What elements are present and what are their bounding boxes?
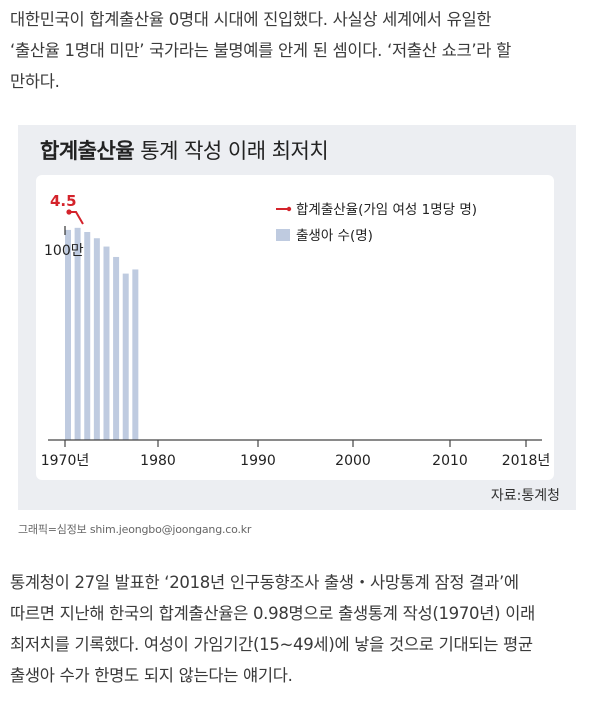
legend-label: 출생아 수(명) <box>296 228 373 244</box>
chart-title-bold: 합계출산율 <box>40 139 135 163</box>
fertility-point <box>66 209 72 215</box>
chart-svg: 4.5 1970년 1980 1990 2000 2010 2018년 합계출산율(가임 … <box>41 192 551 469</box>
fertility-line <box>69 211 84 225</box>
x-tick-label: 1980 <box>140 453 176 469</box>
body-line: 따르면 지난해 한국의 합계출산율은 0.98명으로 출생통계 작성(1970년… <box>10 604 535 623</box>
x-tick-label: 2010 <box>432 453 468 469</box>
body-line: 통계청이 27일 발표한 ‘2018년 인구동향조사 출생・사망통계 잠정 결과… <box>10 573 519 592</box>
x-tick-label: 2018년 <box>502 453 551 469</box>
x-tick-label: 1990 <box>240 453 276 469</box>
legend-bar-swatch <box>276 229 290 241</box>
chart-plot-area: 4.5 1970년 1980 1990 2000 2010 2018년 합계출산율(가임 … <box>36 175 554 480</box>
births-bar <box>84 232 91 440</box>
births-bar <box>93 238 100 440</box>
births-bar <box>132 269 139 440</box>
chart-source: 자료:통계청 <box>490 488 560 504</box>
reference-label: 100만 <box>44 243 84 259</box>
body-line: 출생아 수가 한명도 되지 않는다는 얘기다. <box>10 666 293 685</box>
legend-label: 합계출산율(가임 여성 1명당 명) <box>296 202 477 218</box>
intro-line: 만하다. <box>10 72 60 91</box>
x-tick-label: 1970년 <box>41 453 90 469</box>
chart-title: 합계출산율 통계 작성 이래 최저치 <box>40 135 329 165</box>
body-paragraph: 통계청이 27일 발표한 ‘2018년 인구동향조사 출생・사망통계 잠정 결과… <box>10 567 588 691</box>
body-line: 최저치를 기록했다. 여성이 가임기간(15~49세)에 낳을 것으로 기대되는… <box>10 635 533 654</box>
intro-line: 대한민국이 합계출산율 0명대 시대에 진입했다. 사실상 세계에서 유일한 <box>10 10 492 29</box>
chart-title-rest: 통계 작성 이래 최저치 <box>134 139 329 163</box>
chart-figure: 합계출산율 통계 작성 이래 최저치 4.5 1970년 1980 1990 2000… <box>18 125 576 510</box>
fertility-annotation: 4.5 <box>50 192 77 210</box>
intro-line: ‘출산율 1명대 미만’ 국가라는 불명예를 안게 된 셈이다. ‘저출산 쇼크… <box>10 41 512 60</box>
legend-line-marker <box>286 206 292 212</box>
births-bar <box>65 229 71 440</box>
births-bar <box>113 256 120 440</box>
births-bar <box>122 273 129 440</box>
graphic-credit: 그래픽=심정보 shim.jeongbo@joongang.co.kr <box>18 523 252 536</box>
x-tick-label: 2000 <box>335 453 371 469</box>
births-bar <box>74 227 81 440</box>
intro-paragraph: 대한민국이 합계출산율 0명대 시대에 진입했다. 사실상 세계에서 유일한 ‘… <box>10 4 588 97</box>
births-bar <box>103 246 110 440</box>
